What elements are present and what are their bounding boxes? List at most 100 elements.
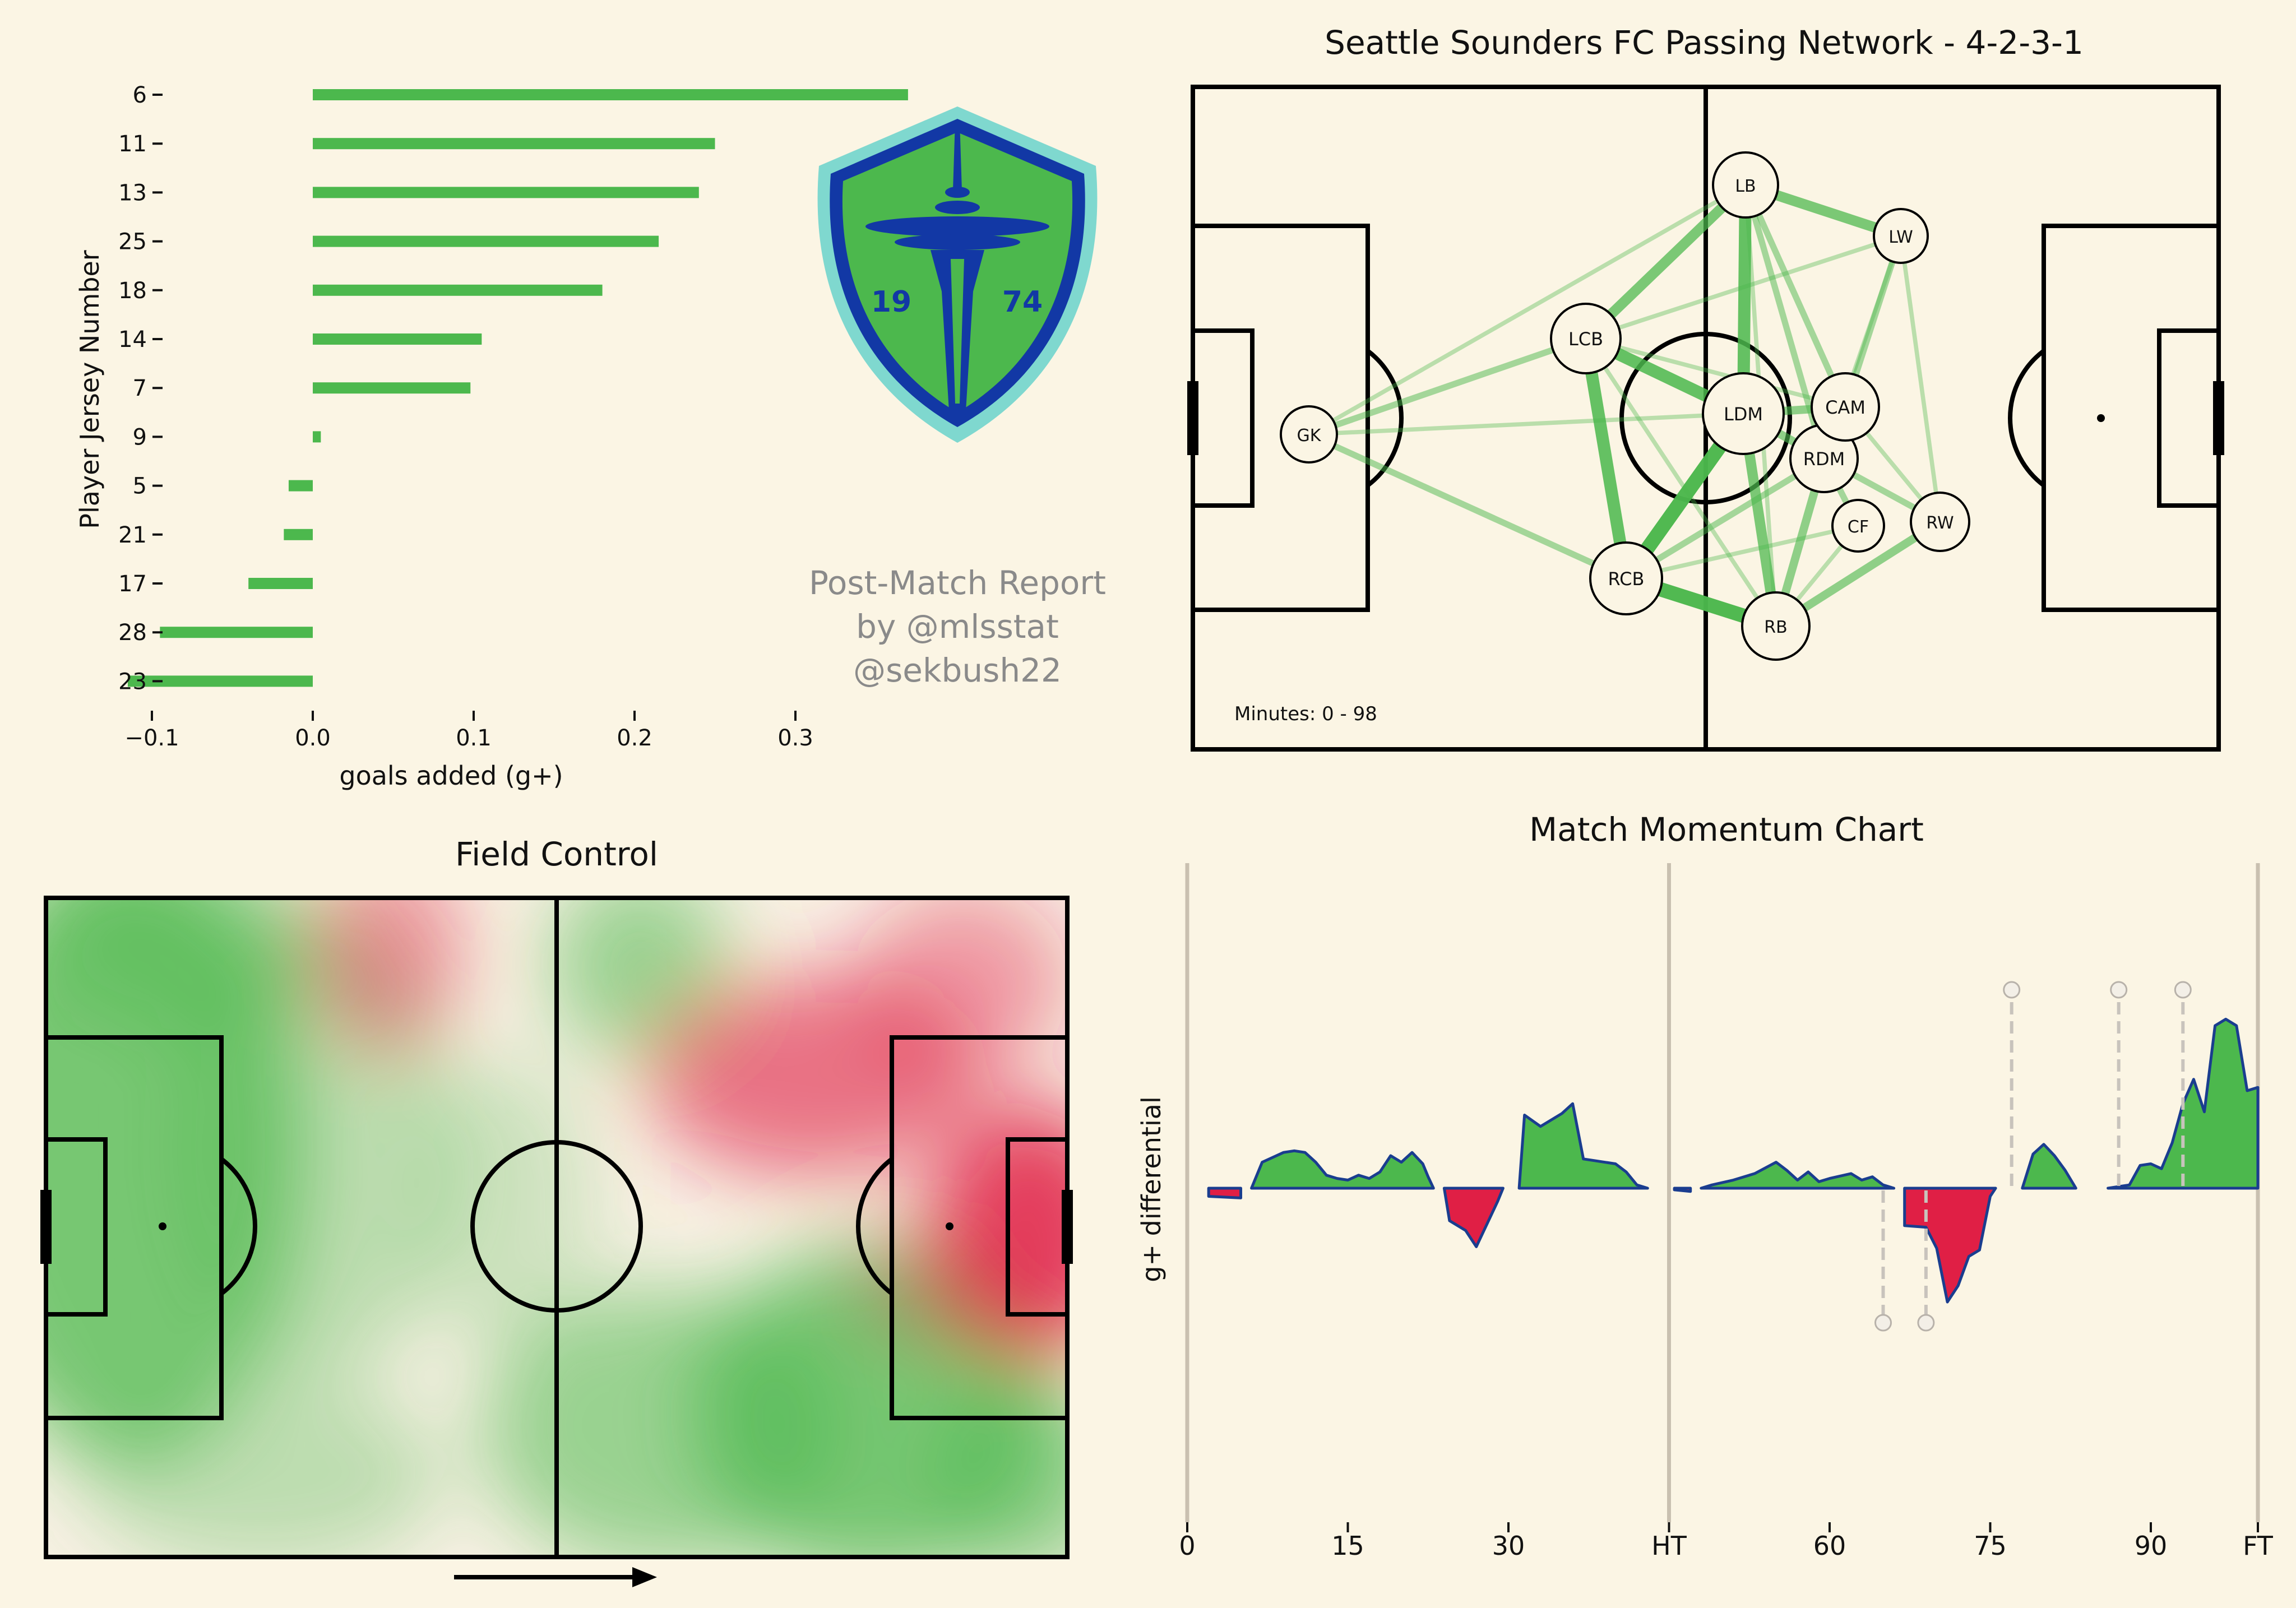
momentum-area-4	[1673, 1187, 1692, 1193]
jersey-number-labels: 6 11 13 25 18 14 7 9 5 21 17 28 23	[118, 82, 163, 694]
bar-jersey-18	[313, 284, 603, 296]
momentum-tick-label: 0	[1179, 1531, 1195, 1561]
jersey-label-25: 25	[118, 229, 147, 255]
jersey-label-14: 14	[118, 327, 147, 353]
momentum-x-ticks: 0 15 30 HT 60 75 90 FT	[1179, 1522, 2274, 1561]
momentum-tick-label: 60	[1813, 1531, 1846, 1561]
jersey-label-21: 21	[118, 522, 147, 548]
jersey-label-6: 6	[133, 82, 147, 108]
match-momentum-title: Match Momentum Chart	[1529, 810, 1924, 849]
momentum-area-6	[1903, 1187, 1997, 1304]
player-node-cam	[1811, 372, 1880, 442]
jersey-label-18: 18	[118, 278, 147, 304]
momentum-area-3	[1517, 1102, 1649, 1190]
momentum-area-1	[1250, 1149, 1435, 1190]
field-control-title: Field Control	[455, 835, 658, 873]
pass-link-lb-lcb	[1580, 179, 1751, 344]
jersey-label-7: 7	[133, 376, 147, 401]
penalty-spot-left	[159, 1222, 166, 1230]
player-node-gk	[1280, 405, 1338, 464]
pass-link-lcb-rcb	[1580, 332, 1632, 585]
crest-year-right: 74	[1002, 285, 1043, 319]
field-control-pitch	[40, 896, 1073, 1559]
momentum-tick-label: 30	[1492, 1531, 1525, 1561]
player-nodes: GK LCB RCB LB RB LDM RDM CAM LW RW CF	[1280, 151, 1970, 661]
player-label-cf: CF	[1848, 517, 1869, 537]
player-node-lw	[1873, 208, 1929, 264]
penalty-spot-right	[946, 1222, 953, 1230]
player-label-rb: RB	[1764, 618, 1787, 637]
player-label-rdm: RDM	[1803, 448, 1845, 470]
momentum-tick-label: 15	[1331, 1531, 1364, 1561]
player-node-rb	[1741, 591, 1811, 661]
goal-ball-icon	[2003, 981, 2021, 999]
player-node-rw	[1910, 492, 1970, 552]
bar-jersey-5	[288, 480, 313, 492]
bar-jersey-6	[313, 89, 908, 100]
pass-link-lcb-rb	[1584, 336, 1778, 628]
momentum-area-0	[1207, 1187, 1242, 1199]
bar-jersey-13	[313, 187, 699, 198]
player-label-gk: GK	[1297, 426, 1322, 446]
pass-link-lcb-lw	[1584, 234, 1903, 341]
player-node-lcb	[1550, 303, 1622, 374]
goals-added-bars	[127, 89, 908, 687]
passing-network-centre-spot	[2097, 414, 2105, 422]
player-node-lb	[1712, 151, 1779, 219]
jersey-label-17: 17	[118, 571, 147, 597]
pass-link-lw-rw	[1899, 234, 1942, 524]
jersey-label-23: 23	[118, 669, 147, 694]
pass-link-gk-ldm	[1307, 411, 1746, 437]
report-author: by @mlsstat	[856, 608, 1059, 646]
goal-ball-icon	[2174, 981, 2192, 999]
bar-jersey-21	[284, 529, 313, 540]
goals-added-x-ticks: −0.1 0.0 0.1 0.2 0.3	[124, 711, 813, 751]
x-tick-label: 0.3	[777, 725, 813, 751]
jersey-label-9: 9	[133, 424, 147, 450]
bar-jersey-23	[127, 675, 313, 687]
pass-link-gk-lcb	[1306, 335, 1589, 438]
player-label-rcb: RCB	[1608, 568, 1645, 590]
momentum-tick-label: FT	[2243, 1531, 2274, 1561]
momentum-area-5	[1700, 1161, 1896, 1190]
attack-direction-arrow-icon	[454, 1567, 657, 1587]
bar-jersey-9	[313, 431, 321, 443]
report-credits: Post-Match Report by @mlsstat @sekbush22	[809, 564, 1106, 689]
momentum-area-7	[2021, 1143, 2077, 1190]
momentum-tick-label: HT	[1651, 1531, 1687, 1561]
pass-link-rcb-cf	[1624, 523, 1860, 581]
x-tick-label: 0.1	[456, 725, 492, 751]
crest-year-left: 19	[871, 285, 911, 319]
pass-link-gk-lb	[1307, 183, 1748, 437]
passing-network-title: Seattle Sounders FC Passing Network - 4-…	[1325, 24, 2084, 62]
goal-ball-icon	[2110, 981, 2128, 999]
pass-link-gk-rcb	[1306, 431, 1630, 582]
momentum-tick-label: 75	[1974, 1531, 2007, 1561]
pass-link-lb-cam	[1742, 182, 1849, 410]
bar-jersey-25	[313, 235, 659, 247]
pass-link-lcb-cam	[1584, 336, 1848, 409]
bar-jersey-7	[313, 382, 471, 394]
jersey-label-5: 5	[133, 474, 147, 499]
minutes-label: Minutes: 0 - 98	[1234, 703, 1377, 725]
report-title: Post-Match Report	[809, 564, 1106, 602]
field-control: Field Control	[40, 835, 1073, 1587]
jersey-label-28: 28	[118, 620, 147, 646]
player-label-lb: LB	[1735, 177, 1756, 196]
goal-ball-icon	[1917, 1314, 1935, 1332]
match-momentum-y-label: g+ differential	[1136, 1096, 1166, 1282]
momentum-areas	[1207, 1017, 2260, 1304]
goal-markers	[1874, 981, 2192, 1332]
player-node-rcb	[1589, 541, 1663, 615]
player-label-cam: CAM	[1825, 397, 1866, 418]
player-label-rw: RW	[1926, 513, 1954, 533]
bar-jersey-11	[313, 138, 715, 150]
goal-ball-icon	[1874, 1314, 1892, 1332]
momentum-period-lines	[1185, 863, 2260, 1522]
passing-network: Seattle Sounders FC Passing Network - 4-…	[1187, 24, 2224, 752]
momentum-area-2	[1442, 1187, 1505, 1248]
player-label-lcb: LCB	[1568, 328, 1603, 350]
goals-added-y-label: Player Jersey Number	[75, 250, 105, 529]
